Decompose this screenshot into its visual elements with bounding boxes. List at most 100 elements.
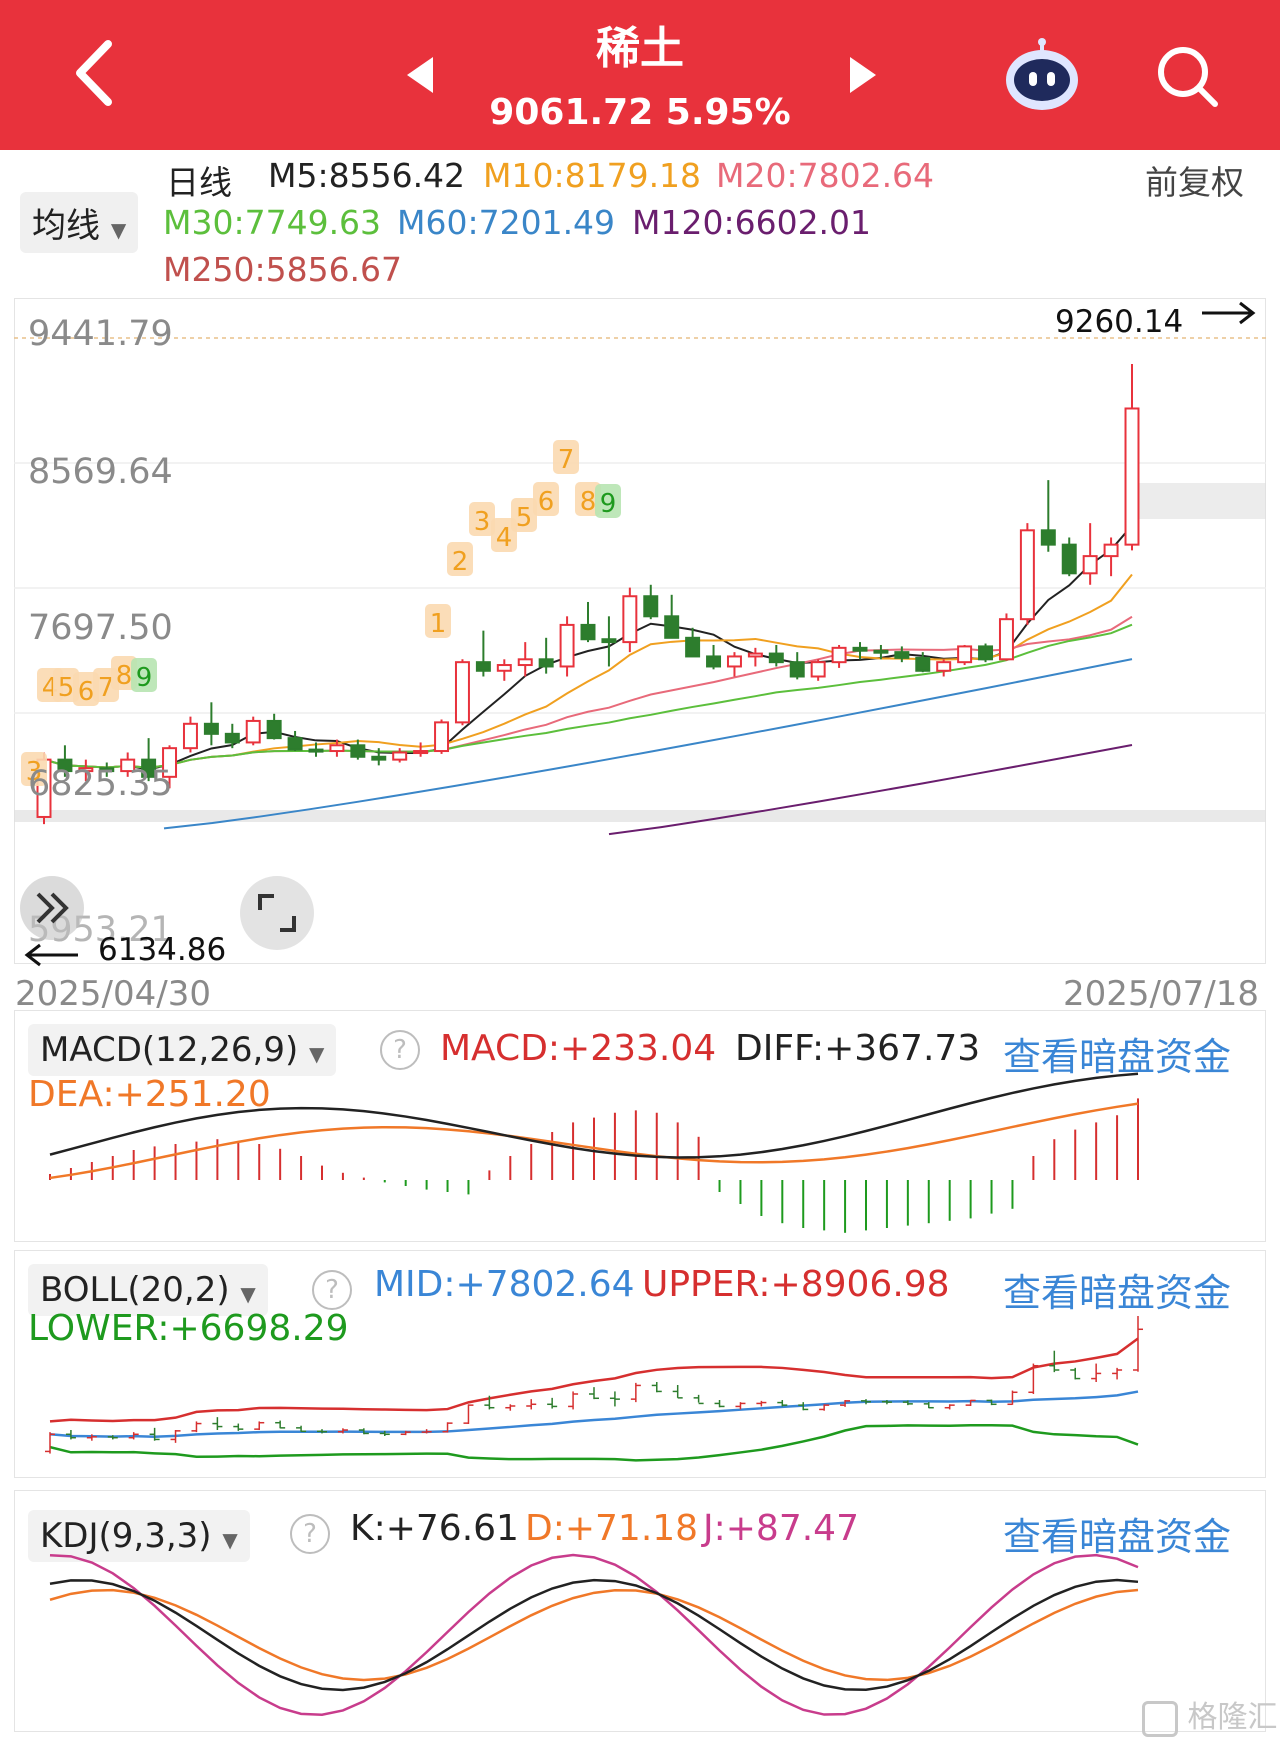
fullscreen-icon xyxy=(258,894,296,932)
prev-stock-button[interactable] xyxy=(405,55,435,95)
double-chevron-right-icon xyxy=(36,892,69,924)
signal-badge xyxy=(425,604,451,638)
search-icon xyxy=(1158,47,1218,107)
signal-number: 3 xyxy=(474,507,491,537)
y-label-3: 7697.50 xyxy=(28,608,173,648)
macd-chart[interactable] xyxy=(14,1060,1266,1240)
chevron-left-icon xyxy=(76,40,112,106)
macd-darkpool-link[interactable]: 查看暗盘资金 xyxy=(1003,1035,1232,1079)
y-label-1: 9441.79 xyxy=(28,314,173,354)
period-label: 日线 xyxy=(166,163,232,202)
candle-body xyxy=(203,722,219,735)
top-bar: 稀土 9061.72 5.95% xyxy=(0,0,1280,150)
ma-line-m60 xyxy=(163,658,1133,830)
candle-body xyxy=(475,661,491,672)
robot-assistant-button[interactable] xyxy=(1003,36,1081,112)
signal-badge xyxy=(21,752,47,786)
search-button[interactable] xyxy=(1155,44,1221,110)
candle-body xyxy=(99,767,115,773)
ma30-value: M30:7749.63 xyxy=(163,203,382,242)
range-highlight xyxy=(1139,483,1266,519)
caret-down-icon: ▼ xyxy=(110,218,127,242)
ma-type-label: 均线 xyxy=(32,206,100,246)
candle-body xyxy=(392,751,408,761)
candle-body xyxy=(120,758,136,773)
signal-badge xyxy=(491,518,517,552)
boll-lower-value: LOWER:+6698.29 xyxy=(28,1308,349,1349)
candle-body xyxy=(78,767,94,773)
next-stock-button[interactable] xyxy=(848,55,878,95)
boll-darkpool-link[interactable]: 查看暗盘资金 xyxy=(1003,1271,1232,1315)
candle-body xyxy=(978,645,994,661)
arrow-left-icon xyxy=(24,943,78,967)
stock-name: 稀土 xyxy=(596,23,684,74)
boll-dropdown[interactable]: BOLL(20,2) ▼ xyxy=(28,1264,268,1316)
high-price-label: 9260.14 xyxy=(1055,304,1184,340)
signal-number: 5 xyxy=(58,673,75,703)
candle-body xyxy=(685,636,701,658)
signal-number: 4 xyxy=(496,523,513,553)
signal-badge xyxy=(53,668,79,702)
macd-dropdown[interactable]: MACD(12,26,9) ▼ xyxy=(28,1024,337,1076)
ma250-value: M250:5856.67 xyxy=(163,250,403,289)
boll-upper-line xyxy=(49,1337,1139,1423)
candle-body xyxy=(768,652,784,664)
low-price-label: 6134.86 xyxy=(98,932,227,968)
signal-number: 7 xyxy=(558,445,575,475)
kdj-help-icon[interactable]: ? xyxy=(290,1514,330,1554)
signal-badge xyxy=(533,482,559,516)
signal-number: 1 xyxy=(430,609,447,639)
signal-badge xyxy=(595,484,621,518)
kdj-d-value: D:+71.18 xyxy=(525,1508,699,1549)
watermark: 格隆汇 xyxy=(1142,1692,1278,1737)
back-button[interactable] xyxy=(70,38,120,108)
candle-body xyxy=(580,623,596,641)
candle-body xyxy=(1040,529,1056,546)
kdj-d-line xyxy=(49,1588,1139,1682)
signal-badge xyxy=(73,672,99,706)
candle-body xyxy=(245,719,261,744)
candle-body xyxy=(329,744,345,753)
candle-body xyxy=(664,615,680,639)
candle-body xyxy=(1082,555,1098,575)
candle-body xyxy=(287,737,303,751)
candle-body xyxy=(517,658,533,667)
kdj-dropdown[interactable]: KDJ(9,3,3) ▼ xyxy=(28,1510,250,1562)
candle-body xyxy=(957,645,973,664)
dea-value: DEA:+251.20 xyxy=(28,1074,271,1115)
collapse-button[interactable] xyxy=(20,876,84,940)
date-start: 2025/04/30 xyxy=(15,974,211,1014)
ma-type-dropdown[interactable]: 均线 ▼ xyxy=(20,192,139,253)
ma5-value: M5:8556.42 xyxy=(268,156,466,195)
candle-body xyxy=(538,658,554,668)
kdj-darkpool-link[interactable]: 查看暗盘资金 xyxy=(1003,1515,1232,1559)
candle-body xyxy=(810,661,826,678)
boll-mid-line xyxy=(49,1390,1139,1438)
kdj-chart[interactable] xyxy=(14,1540,1266,1730)
kdj-j-line xyxy=(49,1553,1139,1716)
candle-body xyxy=(601,638,617,644)
dea-line xyxy=(49,1102,1139,1180)
signal-number: 5 xyxy=(516,503,533,533)
ma120-value: M120:6602.01 xyxy=(632,203,872,242)
fullscreen-button[interactable] xyxy=(240,876,314,950)
ma-line-m120 xyxy=(608,744,1133,836)
candle-body xyxy=(894,651,910,659)
candle-body xyxy=(559,623,575,668)
signal-badge xyxy=(469,502,495,536)
adjust-type[interactable]: 前复权 xyxy=(1145,163,1244,202)
signal-badge xyxy=(575,482,601,516)
candle-body xyxy=(852,646,868,652)
signal-number: 8 xyxy=(116,661,133,691)
candle-body xyxy=(622,595,638,644)
signal-number: 6 xyxy=(78,677,95,707)
boll-chart[interactable] xyxy=(14,1300,1266,1476)
boll-mid-value: MID:+7802.64 xyxy=(374,1264,635,1305)
macd-help-icon[interactable]: ? xyxy=(380,1030,420,1070)
boll-lower-line xyxy=(49,1423,1139,1462)
candle-body xyxy=(915,656,931,672)
range-highlight xyxy=(14,810,1266,822)
boll-help-icon[interactable]: ? xyxy=(312,1270,352,1310)
candle-body xyxy=(182,722,198,750)
